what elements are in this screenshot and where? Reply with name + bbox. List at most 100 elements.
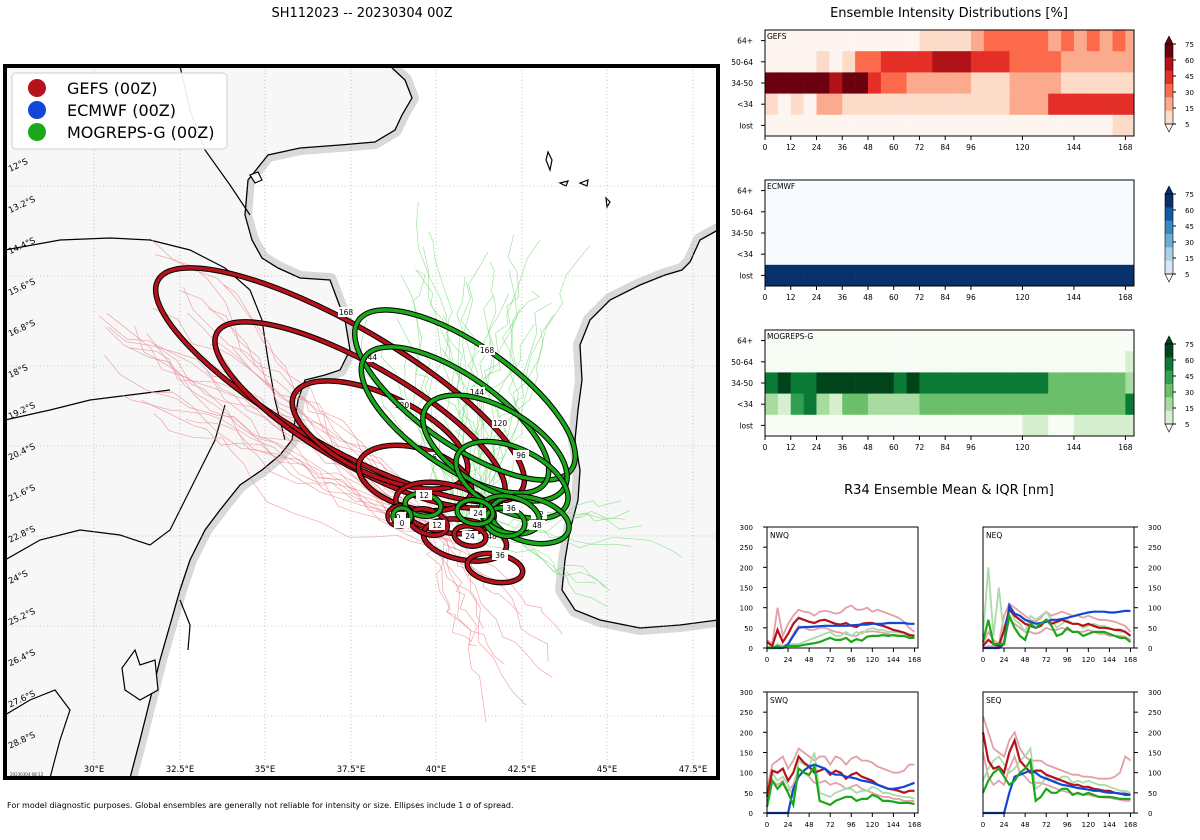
- heatmap-cell: [1073, 243, 1088, 266]
- heatmap-cell: [1112, 30, 1126, 52]
- r34-xtick-label: 96: [847, 656, 856, 664]
- ellipse-label: 12: [432, 521, 442, 530]
- heatmap-row-label: lost: [739, 421, 753, 430]
- heatmap-cell: [1073, 393, 1088, 416]
- ellipse-label-bg: [529, 520, 545, 530]
- heatmap-cell: [880, 393, 895, 416]
- heatmap-cell: [1035, 72, 1049, 94]
- heatmap-xtick-label: 24: [812, 443, 822, 452]
- heatmap-cell: [983, 393, 997, 416]
- heatmap-cell: [842, 72, 856, 94]
- heatmap-cell: [1099, 393, 1113, 416]
- comoros-island: [558, 180, 569, 187]
- heatmap-cell: [1022, 393, 1036, 416]
- heatmap-cell: [1112, 72, 1126, 94]
- heatmap-panel: 64+ 50-64 34-50 <34 lost MOGREPS-G 0 12 24 36 48 60…: [731, 329, 1194, 452]
- heatmap-panel: 64+ 50-64 34-50 <34 lost ECMWF 0 12 24 36 48 60 72 84…: [731, 179, 1194, 302]
- heatmap-cell: [829, 114, 843, 137]
- heatmap-cell: [893, 243, 907, 266]
- heatmap-cell: [790, 243, 804, 266]
- heatmap-cell: [790, 201, 804, 223]
- heatmap-cell: [855, 372, 869, 394]
- colorbar-segment: [1165, 384, 1173, 398]
- comoros-island: [545, 150, 553, 173]
- ellipse-label: 120: [493, 419, 508, 428]
- colorbar-segment: [1165, 220, 1173, 235]
- heatmap-cell: [1086, 330, 1100, 352]
- heatmap-cell: [777, 330, 792, 352]
- heatmap-row-label: 34-50: [731, 79, 753, 88]
- heatmap-cell: [880, 114, 895, 137]
- heatmap-cell: [842, 51, 856, 73]
- heatmap-cell: [919, 372, 933, 394]
- heatmap-cell: [983, 330, 997, 352]
- ellipse-label: 0: [400, 519, 405, 528]
- colorbar-segment: [1165, 234, 1173, 248]
- heatmap-cell: [983, 201, 997, 223]
- heatmap-cell: [893, 393, 907, 416]
- heatmap-cell: [1022, 30, 1036, 52]
- heatmap-cell: [983, 243, 997, 266]
- heatmap-cell: [765, 114, 779, 137]
- heatmap-cell: [919, 51, 933, 73]
- heatmap-cell: [996, 51, 1010, 73]
- heatmap-cell: [932, 264, 946, 287]
- heatmap-xtick-label: 72: [915, 293, 925, 302]
- colorbar-segment: [1165, 397, 1173, 411]
- ellipse-label: 144: [470, 388, 485, 397]
- member-track: [478, 518, 632, 547]
- r34-ytick-label: 200: [740, 729, 753, 737]
- r34-panel-label: SWQ: [770, 696, 788, 705]
- heatmap-cell: [1009, 351, 1023, 373]
- heatmap-panel-label: ECMWF: [767, 182, 795, 191]
- ellipse-label: 24: [473, 509, 483, 518]
- heatmap-row-label: lost: [739, 121, 753, 130]
- heatmap-cell: [765, 180, 779, 202]
- heatmap-cell: [983, 414, 997, 437]
- heatmap-cell: [996, 201, 1010, 223]
- heatmap-cell: [970, 114, 985, 137]
- heatmap-cell: [932, 393, 946, 416]
- timestamp: 20230304 08:13: [10, 772, 44, 777]
- heatmap-cell: [829, 93, 843, 116]
- member-track: [122, 395, 434, 524]
- heatmap-cell: [790, 414, 804, 437]
- heatmap-cell: [1125, 30, 1135, 52]
- heatmap-cell: [919, 201, 933, 223]
- heatmap-xtick-label: 144: [1067, 143, 1082, 152]
- r34-ytick-label: 300: [740, 524, 753, 532]
- heatmap-cell: [816, 222, 830, 244]
- heatmap-cell: [880, 30, 895, 52]
- r34-ytick-label: 300: [740, 689, 753, 697]
- heatmap-cell: [842, 330, 856, 352]
- heatmap-cell: [893, 180, 907, 202]
- heatmap-cell: [893, 114, 907, 137]
- heatmap-cell: [983, 114, 997, 137]
- r34-xtick-label: 72: [826, 656, 835, 664]
- heatmap-cell: [1035, 51, 1049, 73]
- heatmap-cell: [1022, 51, 1036, 73]
- r34-ytick-label: 300: [1148, 689, 1161, 697]
- heatmap-cell: [1022, 330, 1036, 352]
- heatmap-cell: [765, 351, 779, 373]
- heatmap-cell: [1099, 30, 1113, 52]
- map-legend: GEFS (00Z) ECMWF (00Z) MOGREPS-G (00Z): [11, 72, 228, 150]
- r34-series-line: [983, 769, 1131, 815]
- heatmap-frame: [764, 179, 1135, 287]
- legend-marker-icon: [28, 101, 46, 119]
- ellipse-label: 36: [506, 504, 516, 513]
- heatmap-cell: [765, 414, 779, 437]
- colorbar-extend-top: [1164, 335, 1174, 345]
- heatmap-cell: [855, 414, 869, 437]
- heatmap-cell: [1048, 414, 1062, 437]
- colorbar-frame: [1164, 193, 1174, 275]
- heatmap-cell: [1073, 201, 1088, 223]
- heatmap-cell: [1125, 351, 1135, 373]
- heatmap-cell: [1048, 222, 1062, 244]
- heatmap-cell: [1061, 264, 1075, 287]
- r34-ytick-label: 250: [1148, 709, 1161, 717]
- heatmap-cell: [1073, 30, 1088, 52]
- heatmap-cell: [867, 414, 882, 437]
- heatmap-cell: [958, 201, 972, 223]
